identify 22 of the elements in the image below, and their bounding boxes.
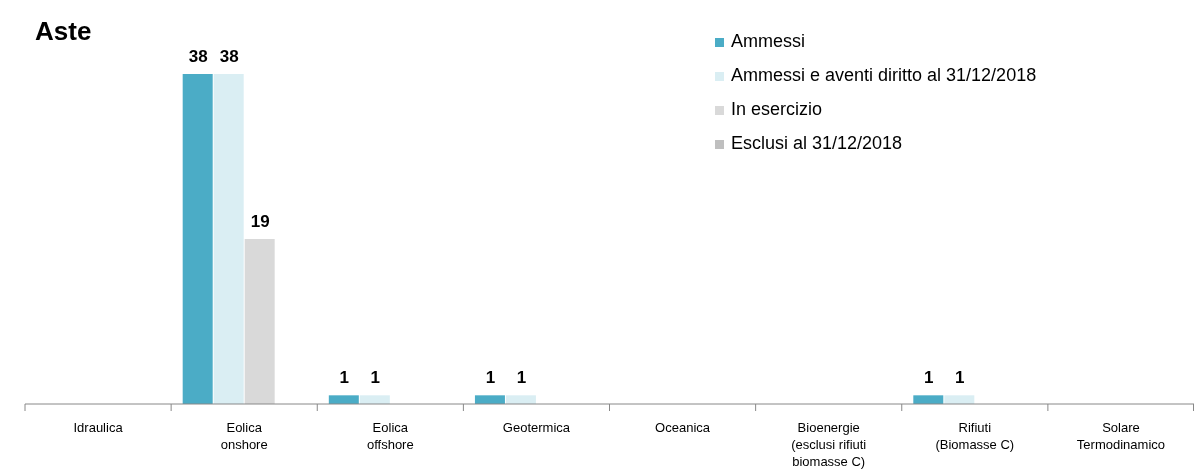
data-label: 1 — [516, 368, 527, 388]
x-tick-label: Solare Termodinamico — [1076, 420, 1166, 452]
x-tick-label: Eolica offshore — [366, 420, 414, 452]
x-tick-label: Geotermica — [502, 420, 571, 435]
x-tick-label: Eolica onshore — [220, 420, 268, 452]
x-tick-label: Rifiuti (Biomasse C) — [935, 420, 1015, 452]
data-label: 1 — [339, 368, 350, 388]
data-label: 38 — [219, 47, 239, 66]
data-label: 1 — [485, 368, 496, 388]
data-label: 19 — [250, 212, 270, 231]
x-tick-label: Bioenergie (esclusi rifiuti biomasse C) — [791, 420, 867, 469]
legend-label: Ammessi — [731, 31, 806, 51]
data-label: 1 — [370, 368, 381, 388]
data-label: 1 — [955, 368, 965, 388]
data-label: 38 — [188, 47, 208, 66]
data-label: 1 — [924, 368, 934, 388]
legend-label: In esercizio — [731, 99, 823, 119]
chart-title: Aste — [35, 16, 92, 46]
legend-label: Ammessi e aventi diritto al 31/12/2018 — [731, 65, 1037, 85]
x-tick-label: Idraulica — [73, 420, 124, 435]
x-tick-label: Oceanica — [655, 420, 711, 435]
legend-label: Esclusi al 31/12/2018 — [731, 133, 903, 153]
